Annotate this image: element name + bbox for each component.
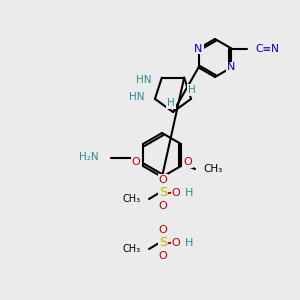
Text: O: O xyxy=(159,225,167,235)
Text: O: O xyxy=(159,175,167,185)
Text: O: O xyxy=(159,251,167,261)
Text: CH₃: CH₃ xyxy=(203,164,222,174)
Text: H₂N: H₂N xyxy=(79,152,99,162)
Text: CH₃: CH₃ xyxy=(123,244,141,254)
Text: N: N xyxy=(194,44,203,53)
Text: O: O xyxy=(172,238,180,248)
Text: O: O xyxy=(132,157,140,167)
Text: S: S xyxy=(159,236,167,250)
Text: S: S xyxy=(159,187,167,200)
Text: O: O xyxy=(172,188,180,198)
Text: H: H xyxy=(185,238,194,248)
Text: N: N xyxy=(227,62,236,73)
Text: H: H xyxy=(188,85,196,95)
Text: H: H xyxy=(167,98,175,108)
Text: HN: HN xyxy=(136,75,152,85)
Text: C≡N: C≡N xyxy=(256,44,279,53)
Text: HN: HN xyxy=(129,92,145,102)
Text: H: H xyxy=(185,188,194,198)
Text: O: O xyxy=(184,157,192,167)
Text: CH₃: CH₃ xyxy=(123,194,141,204)
Text: O: O xyxy=(159,201,167,211)
